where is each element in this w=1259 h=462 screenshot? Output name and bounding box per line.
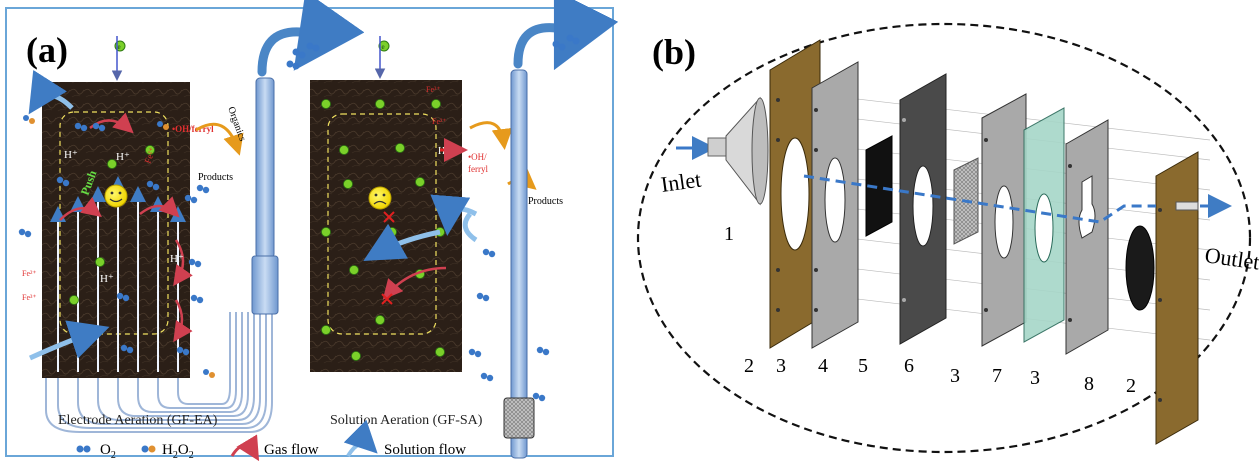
inlet-label: Inlet (659, 167, 702, 197)
electrons-ea (69, 145, 155, 305)
plate-8-gray (1065, 119, 1109, 355)
panel-b: (b) Inlet (636, 22, 1259, 454)
aeration-tube-sa (510, 0, 619, 459)
electron-input-sa: e (374, 36, 390, 79)
panel-b-label: (b) (652, 32, 696, 72)
oh-ferryl-sa-b: ferryl (468, 164, 488, 174)
num-3c: 3 (1030, 367, 1040, 389)
smiley-icon (104, 184, 128, 208)
svg-text:H2O2: H2O2 (162, 442, 194, 461)
num-8: 8 (1084, 373, 1094, 395)
electrons-sa (321, 99, 445, 361)
reaction-zone-sa (327, 113, 437, 335)
legend-solution-flow: Solution flow (343, 419, 466, 458)
gas-tube-ea (251, 0, 365, 315)
fe3-label-sa: Fe³⁺ (426, 85, 441, 94)
legend-gas-flow: Gas flow (230, 434, 319, 462)
funnel-part-1 (707, 96, 769, 206)
num-3b: 3 (950, 365, 960, 387)
num-2: 2 (744, 355, 754, 377)
num-6: 6 (904, 355, 914, 377)
h-plus-2: H⁺ (116, 151, 130, 163)
fe3-label-left: Fe³⁺ (22, 293, 37, 302)
plate-5-black (865, 135, 893, 237)
h2o2-markers-ea (23, 115, 215, 378)
svg-text:e: e (118, 43, 121, 51)
h-plus-4: H⁺ (170, 253, 184, 265)
sparger-stone (503, 397, 535, 439)
fe2-label-left: Fe²⁺ (22, 269, 37, 278)
o2-bubbles-ea (18, 122, 210, 356)
plate-holes (776, 98, 1162, 402)
svg-text:e: e (382, 43, 385, 51)
black-disc (1125, 225, 1155, 311)
o2-bubbles-sa (468, 34, 580, 402)
solution-flow-sa (430, 194, 478, 236)
legend-solution-flow-label: Solution flow (384, 442, 466, 458)
h-plus-3: H⁺ (100, 273, 114, 285)
panel-a: (a) e (5, 0, 619, 459)
legend-o2: O2 (76, 442, 116, 461)
svg-text:O2: O2 (100, 442, 116, 461)
plate-2-bronze (769, 39, 821, 349)
sad-face-icon (368, 186, 392, 210)
products-label-sa: Products (528, 196, 563, 207)
fe2-label-sa: Fe²⁺ (432, 117, 447, 126)
caption-electrode-aeration: Electrode Aeration (GF-EA) (58, 413, 218, 428)
h-plus-1: H⁺ (64, 149, 78, 161)
legend-h2o2: H2O2 (141, 442, 194, 461)
solution-flow-ea (28, 69, 110, 361)
plate-3-gray-b (981, 93, 1027, 347)
solution-flow-sa-2 (462, 212, 478, 243)
electron-input-ea: e (111, 36, 126, 81)
products-label-ea: Products (198, 172, 233, 183)
oh-ferryl-label: •OH/ferryl (172, 124, 214, 134)
num-2b: 2 (1126, 375, 1136, 397)
o2-bubbles-tube (286, 42, 320, 70)
reaction-zone-ea (59, 111, 169, 335)
outlet-plate-bronze (1155, 151, 1199, 445)
num-5: 5 (858, 355, 868, 377)
panel-a-label: (a) (26, 30, 68, 70)
legend-gas-flow-label: Gas flow (264, 442, 319, 458)
caption-solution-aeration: Solution Aeration (GF-SA) (330, 413, 483, 428)
flow-path (803, 174, 1156, 224)
num-4: 4 (818, 355, 828, 377)
num-3: 3 (776, 355, 786, 377)
plate-3-gray (811, 61, 859, 349)
num-7: 7 (992, 365, 1002, 387)
num-1: 1 (724, 223, 734, 245)
plate-6-dark (899, 73, 947, 345)
plate-7-membrane (1023, 107, 1065, 343)
legend: O2 H2O2 Gas flow Solution flow (76, 419, 466, 462)
oh-ferryl-sa-a: •OH/ (468, 152, 487, 162)
gas-manifold (45, 312, 273, 433)
